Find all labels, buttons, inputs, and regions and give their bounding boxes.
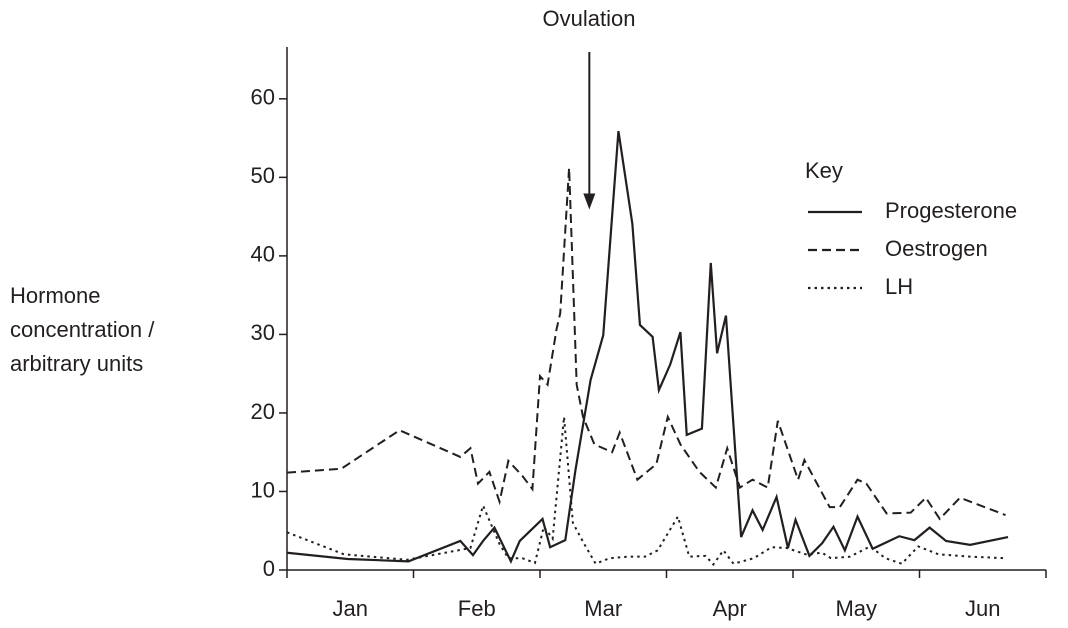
- y-tick-label: 20: [251, 399, 275, 424]
- x-tick-label: Jan: [333, 596, 368, 621]
- legend-label: Oestrogen: [885, 236, 988, 261]
- annotation-text: Ovulation: [543, 6, 636, 31]
- x-tick-label: Feb: [458, 596, 496, 621]
- legend-label: Progesterone: [885, 198, 1017, 223]
- x-tick-label: Apr: [713, 596, 747, 621]
- y-axis-label: arbitrary units: [10, 351, 143, 376]
- x-tick-label: Jun: [965, 596, 1000, 621]
- y-tick-label: 30: [251, 320, 275, 345]
- y-tick-label: 50: [251, 163, 275, 188]
- legend-label: LH: [885, 274, 913, 299]
- y-axis-label: concentration /: [10, 317, 155, 342]
- x-tick-label: Mar: [584, 596, 622, 621]
- y-tick-label: 40: [251, 242, 275, 267]
- series-line: [286, 416, 1006, 567]
- annotation-arrowhead: [583, 193, 596, 210]
- y-tick-label: 60: [251, 85, 275, 110]
- series-line: [286, 130, 1009, 564]
- y-axis-label: Hormone: [10, 283, 100, 308]
- y-tick-label: 10: [251, 477, 275, 502]
- legend-title: Key: [805, 158, 843, 183]
- x-tick-label: May: [835, 596, 877, 621]
- series-line: [286, 167, 1006, 521]
- y-tick-label: 0: [263, 556, 275, 581]
